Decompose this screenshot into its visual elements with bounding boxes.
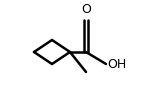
Text: O: O	[81, 3, 91, 16]
Text: OH: OH	[107, 58, 126, 70]
